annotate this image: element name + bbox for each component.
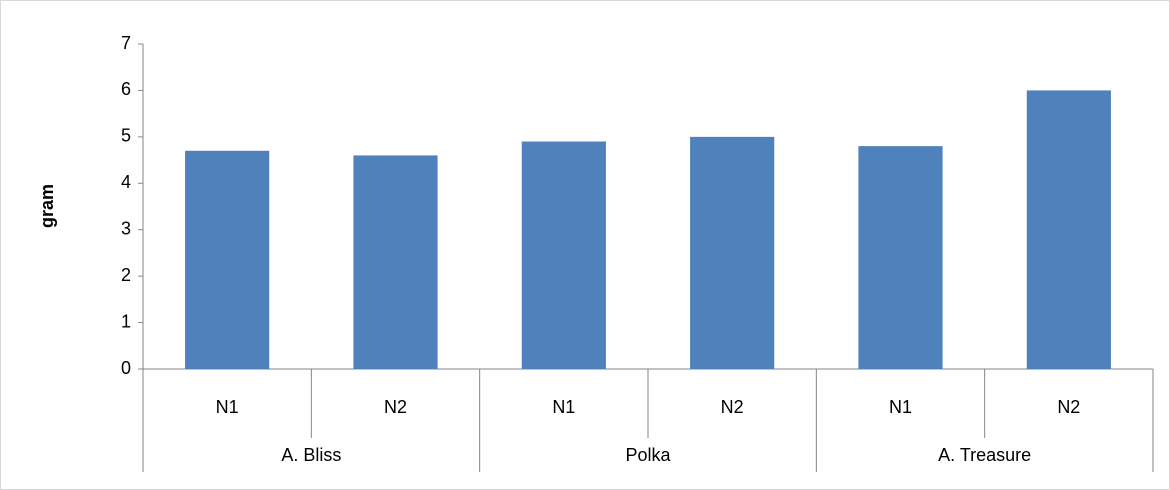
y-tick-label: 4 [121, 172, 131, 192]
x-tick-label: N1 [552, 397, 575, 417]
y-tick-label: 2 [121, 265, 131, 285]
x-tick-label: N1 [216, 397, 239, 417]
y-tick-label: 7 [121, 33, 131, 53]
y-tick-label: 1 [121, 311, 131, 331]
group-label: A. Bliss [281, 445, 341, 465]
group-label: Polka [625, 445, 671, 465]
y-tick-label: 5 [121, 126, 131, 146]
bar [690, 136, 775, 369]
bar [353, 155, 438, 369]
y-tick-label: 3 [121, 218, 131, 238]
bar [521, 141, 606, 369]
y-tick-label: 0 [121, 358, 131, 378]
y-tick-label: 6 [121, 79, 131, 99]
bar [1026, 90, 1111, 369]
x-tick-label: N1 [889, 397, 912, 417]
x-tick-label: N2 [384, 397, 407, 417]
x-tick-label: N2 [721, 397, 744, 417]
x-tick-label: N2 [1057, 397, 1080, 417]
y-axis-title: gram [37, 184, 57, 228]
bar [185, 150, 270, 369]
bar [858, 146, 943, 369]
group-label: A. Treasure [938, 445, 1031, 465]
